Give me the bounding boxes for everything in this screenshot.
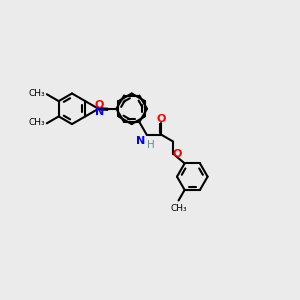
- Text: O: O: [157, 114, 166, 124]
- Text: N: N: [95, 107, 104, 117]
- Text: O: O: [172, 149, 182, 159]
- Text: N: N: [136, 136, 145, 146]
- Text: O: O: [95, 100, 104, 110]
- Text: CH₃: CH₃: [170, 204, 187, 213]
- Text: CH₃: CH₃: [29, 118, 45, 127]
- Text: H: H: [147, 140, 155, 150]
- Text: CH₃: CH₃: [29, 89, 45, 98]
